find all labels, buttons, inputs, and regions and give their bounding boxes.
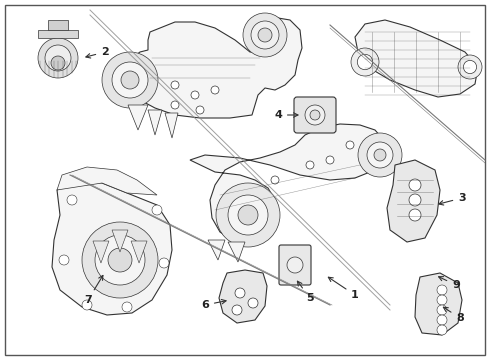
Polygon shape [93, 241, 109, 263]
Polygon shape [228, 242, 245, 262]
Circle shape [409, 209, 421, 221]
Polygon shape [219, 270, 267, 323]
Circle shape [358, 133, 402, 177]
Circle shape [152, 205, 162, 215]
FancyBboxPatch shape [279, 245, 311, 285]
Circle shape [287, 257, 303, 273]
Circle shape [258, 28, 272, 42]
Circle shape [228, 195, 268, 235]
Polygon shape [355, 20, 478, 97]
Circle shape [409, 179, 421, 191]
Text: 5: 5 [297, 281, 314, 303]
Text: 7: 7 [84, 275, 103, 305]
Text: 8: 8 [443, 307, 464, 323]
Polygon shape [131, 241, 147, 263]
Circle shape [437, 315, 447, 325]
Circle shape [437, 285, 447, 295]
Circle shape [51, 56, 65, 70]
Circle shape [437, 295, 447, 305]
Circle shape [121, 71, 139, 89]
Text: 3: 3 [439, 193, 466, 205]
Circle shape [243, 13, 287, 57]
Polygon shape [128, 18, 302, 118]
Polygon shape [148, 110, 162, 135]
Circle shape [232, 305, 242, 315]
FancyBboxPatch shape [294, 97, 336, 133]
Polygon shape [57, 167, 157, 195]
Circle shape [351, 48, 379, 76]
Circle shape [238, 205, 258, 225]
Circle shape [271, 176, 279, 184]
Circle shape [310, 110, 320, 120]
Polygon shape [165, 113, 178, 138]
Circle shape [346, 141, 354, 149]
Polygon shape [387, 160, 440, 242]
Circle shape [458, 55, 482, 79]
Circle shape [216, 183, 280, 247]
Circle shape [191, 91, 199, 99]
Polygon shape [208, 240, 225, 260]
Circle shape [82, 300, 92, 310]
Circle shape [59, 255, 69, 265]
Circle shape [95, 235, 145, 285]
Circle shape [108, 248, 132, 272]
Text: 2: 2 [86, 47, 109, 58]
Polygon shape [112, 230, 128, 252]
Circle shape [409, 194, 421, 206]
Circle shape [67, 195, 77, 205]
Circle shape [374, 149, 386, 161]
Text: 6: 6 [201, 300, 226, 310]
Circle shape [326, 156, 334, 164]
Circle shape [171, 101, 179, 109]
Text: 1: 1 [328, 277, 359, 300]
Circle shape [437, 325, 447, 335]
Text: 9: 9 [439, 276, 460, 290]
Circle shape [437, 305, 447, 315]
Circle shape [235, 288, 245, 298]
Circle shape [171, 81, 179, 89]
Polygon shape [52, 180, 172, 315]
Circle shape [306, 161, 314, 169]
Circle shape [45, 45, 71, 71]
Circle shape [82, 222, 158, 298]
Circle shape [251, 21, 279, 49]
Polygon shape [190, 124, 388, 242]
Circle shape [357, 54, 373, 70]
Circle shape [464, 60, 477, 73]
Circle shape [305, 105, 325, 125]
Circle shape [196, 106, 204, 114]
Text: 4: 4 [274, 110, 298, 120]
Circle shape [211, 86, 219, 94]
Circle shape [38, 38, 78, 78]
Circle shape [248, 298, 258, 308]
Circle shape [112, 62, 148, 98]
Circle shape [159, 258, 169, 268]
Polygon shape [128, 105, 148, 130]
Circle shape [122, 302, 132, 312]
Bar [48, 20, 68, 30]
Polygon shape [415, 273, 462, 335]
Circle shape [102, 52, 158, 108]
Circle shape [367, 142, 393, 168]
Bar [38, 30, 78, 38]
